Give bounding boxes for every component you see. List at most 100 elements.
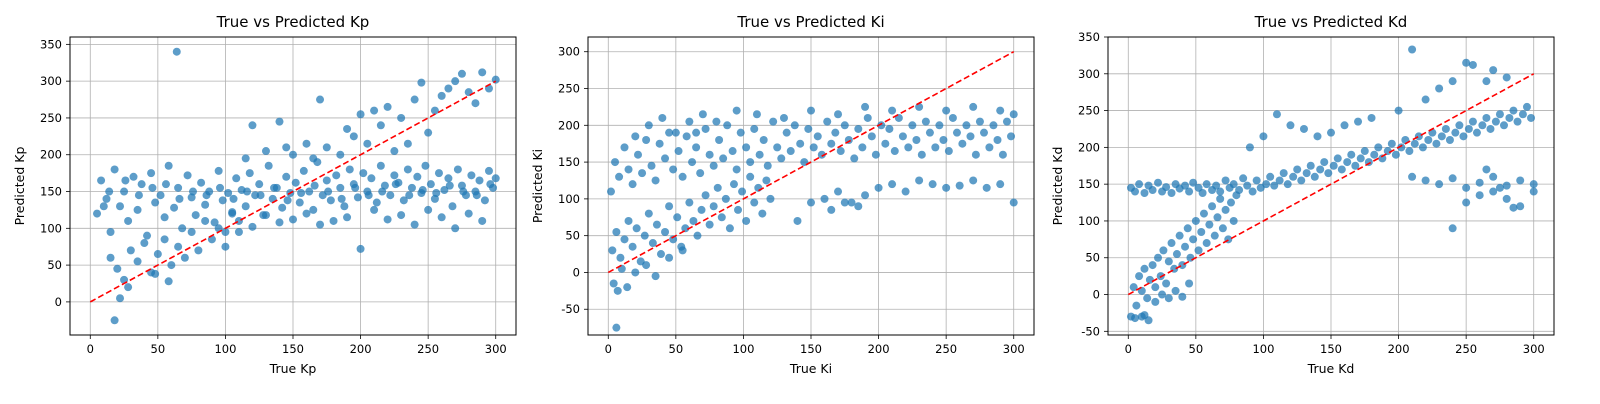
scatter-point: [478, 68, 487, 77]
scatter-point: [376, 121, 385, 130]
scatter-point: [1468, 117, 1477, 126]
scatter-point: [1445, 136, 1454, 145]
scatter-point: [834, 187, 843, 196]
x-tick-label: 0: [1125, 342, 1132, 356]
scatter-point: [1205, 220, 1214, 229]
scatter-point: [734, 205, 743, 214]
scatter-point: [804, 124, 813, 133]
scatter-point: [1164, 257, 1173, 266]
scatter-point: [979, 128, 988, 137]
scatter-point: [642, 261, 651, 270]
scatter-point: [611, 158, 620, 167]
scatter-point: [183, 171, 192, 180]
scatter-point: [1132, 301, 1141, 310]
x-tick-label: 300: [1523, 342, 1545, 356]
scatter-point: [1435, 84, 1444, 93]
scatter-point: [640, 231, 649, 240]
scatter-point: [121, 176, 130, 185]
scatter-point: [665, 202, 674, 211]
scatter-point: [329, 216, 338, 225]
y-tick-label: 0: [1093, 288, 1100, 302]
scatter-point: [445, 181, 454, 190]
scatter-point: [1208, 202, 1217, 211]
scatter-point: [390, 171, 399, 180]
scatter-point: [175, 194, 184, 203]
scatter-point: [1516, 202, 1525, 211]
scatter-point: [248, 121, 257, 130]
scatter-point: [692, 143, 701, 152]
scatter-point: [616, 253, 625, 262]
scatter-point: [1459, 132, 1468, 141]
scatter-point: [1462, 198, 1471, 207]
reference-line: [607, 51, 1015, 274]
scatter-point: [430, 106, 439, 115]
scatter-point: [612, 227, 621, 236]
scatter-point: [1135, 180, 1144, 189]
scatter-point: [861, 191, 870, 200]
scatter-point: [673, 213, 682, 222]
scatter-point: [834, 110, 843, 119]
scatter-point: [985, 143, 994, 152]
scatter-point: [1162, 183, 1171, 192]
scatter-point: [299, 166, 308, 175]
scatter-point: [1451, 128, 1460, 137]
scatter-point: [432, 188, 441, 197]
scatter-point: [302, 139, 311, 148]
scatter-point: [1171, 286, 1180, 295]
scatter-point: [1367, 113, 1376, 122]
scatter-point: [613, 286, 622, 295]
scatter-point: [898, 132, 907, 141]
scatter-point: [685, 117, 694, 126]
scatter-point: [102, 194, 111, 203]
y-tick-label: 0: [573, 265, 580, 279]
scatter-point: [160, 213, 169, 222]
x-tick-label: 100: [214, 342, 236, 356]
scatter-point: [1148, 261, 1157, 270]
scatter-point: [732, 165, 741, 174]
scatter-point: [915, 176, 924, 185]
scatter-point: [201, 200, 210, 209]
scatter-point: [1154, 253, 1163, 262]
scatter-point: [221, 242, 230, 251]
scatter-point: [1421, 95, 1430, 104]
chart-panel-2: 0 50 100 150 200 250 300 -50 0 50 100 150 200 250 300 T…: [530, 13, 1035, 376]
scatter-point: [275, 218, 284, 227]
scatter-point: [1252, 176, 1261, 185]
scatter-point: [952, 128, 961, 137]
scatter-point: [656, 250, 665, 259]
scatter-point: [383, 102, 392, 111]
scatter-point: [1286, 121, 1295, 130]
scatter-point: [763, 161, 772, 170]
scatter-point: [364, 191, 373, 200]
scatter-point: [113, 264, 122, 273]
scatter-point: [1327, 128, 1335, 137]
scatter-point: [164, 277, 173, 286]
scatter-point: [1502, 73, 1511, 82]
scatter-point: [651, 272, 660, 281]
scatter-point: [444, 174, 453, 183]
scatter-point: [410, 220, 419, 229]
scatter-point: [928, 180, 937, 189]
scatter-point: [912, 136, 921, 145]
scatter-point: [1189, 178, 1198, 187]
scatter-point: [620, 235, 629, 244]
y-tick-label: 300: [40, 74, 62, 88]
scatter-point: [624, 165, 633, 174]
scatter-point: [939, 136, 948, 145]
scatter-point: [295, 198, 304, 207]
scatter-point: [156, 191, 165, 200]
scatter-point: [210, 218, 219, 227]
scatter-point: [1486, 124, 1495, 133]
scatter-point: [1482, 77, 1491, 86]
scatter-point: [955, 181, 964, 190]
scatter-point: [480, 196, 489, 205]
scatter-point: [110, 165, 119, 174]
scatter-point: [234, 227, 243, 236]
scatter-point: [721, 194, 730, 203]
scatter-point: [1275, 176, 1284, 185]
scatter-point: [942, 183, 951, 192]
scatter-point: [628, 242, 637, 251]
scatter-point: [245, 169, 254, 178]
scatter-point: [459, 187, 468, 196]
scatter-point: [1283, 180, 1292, 189]
